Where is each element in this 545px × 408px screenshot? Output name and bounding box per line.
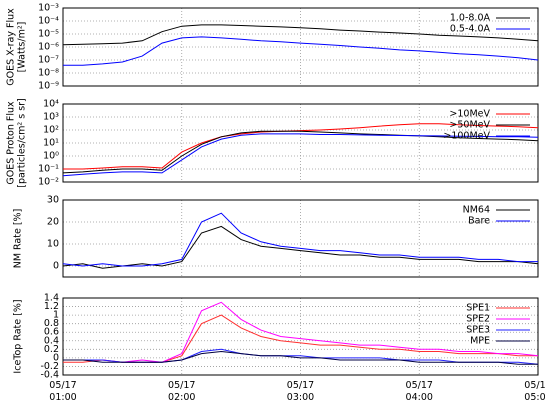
x-tick-label: 05/17 04:00: [406, 380, 433, 403]
legend-label: 1.0-8.0A: [450, 13, 491, 24]
y-tick-label: 0.6: [44, 327, 59, 338]
y-tick-label: 10⁻⁴: [38, 16, 59, 27]
legend-label: SPE1: [466, 303, 490, 314]
x-tick-label: 05/17 01:00: [49, 380, 76, 403]
series-line: [62, 24, 539, 46]
y-axis-label: [particles/cm² s sr]: [17, 98, 28, 188]
x-tick-label: 05/1705:00: [524, 380, 545, 403]
plot-frame: [62, 7, 539, 87]
y-tick-label: 10⁻⁹: [38, 81, 59, 92]
y-tick-label: 30: [47, 195, 59, 206]
plot-frame: [62, 297, 539, 376]
y-tick-label: 10⁰: [43, 151, 59, 162]
y-tick-label: 10⁴: [43, 99, 59, 110]
y-tick-label: 10⁻¹: [38, 164, 59, 175]
y-tick-label: 0.2: [44, 344, 59, 355]
series-line: [62, 225, 539, 269]
series-line: [62, 133, 539, 177]
y-tick-label: 0: [53, 352, 59, 363]
series-line: [63, 301, 539, 363]
y-tick-label: 10⁻⁶: [38, 42, 59, 53]
y-tick-label: -0.4: [40, 370, 59, 381]
x-tick-label: 05/17 03:00: [287, 380, 314, 403]
y-tick-label: 10⁻³: [38, 3, 59, 14]
y-tick-label: 20: [47, 217, 59, 228]
series-line: [62, 130, 539, 174]
series-line: [63, 36, 539, 66]
y-tick-label: 10: [47, 239, 59, 250]
y-tick-label: 0.4: [44, 335, 59, 346]
series-line: [63, 123, 539, 170]
legend-label: >50MeV: [449, 120, 490, 131]
legend-label: MPE: [470, 336, 490, 347]
y-tick-label: 10²: [43, 125, 59, 136]
y-tick-label: 10⁻²: [38, 177, 59, 188]
legend-label: SPE2: [466, 314, 490, 325]
y-tick-label: 1.4: [44, 293, 59, 304]
y-axis-label: [Watts/m²]: [17, 22, 28, 73]
y-axis-label: NM Rate [%]: [13, 209, 24, 269]
x-tick-label: 05/17 02:00: [168, 380, 195, 403]
y-axis-label: GOES Proton Flux: [6, 101, 17, 185]
y-axis-label: IceTop Rate [%]: [13, 299, 24, 373]
legend-label: SPE3: [466, 325, 490, 336]
plot-frame: [62, 199, 539, 278]
legend-label: >100MeV: [443, 131, 490, 142]
y-tick-label: 10⁻⁵: [38, 29, 59, 40]
y-tick-label: 0.8: [44, 318, 59, 329]
legend-label: Bare: [468, 216, 490, 227]
y-tick-label: 1.2: [44, 301, 59, 312]
y-tick-label: 10¹: [43, 138, 59, 149]
y-axis-label: GOES X-ray Flux: [6, 8, 17, 86]
y-tick-label: 10⁻⁷: [38, 55, 59, 66]
series-line: [62, 212, 538, 267]
y-tick-label: -0.2: [40, 361, 59, 372]
y-tick-label: 10⁻⁸: [38, 68, 59, 79]
legend-label: >10MeV: [449, 109, 490, 120]
series-line: [63, 350, 538, 365]
y-tick-label: 1: [53, 310, 59, 321]
plot-frame: [62, 103, 539, 183]
y-tick-label: 10³: [43, 112, 59, 123]
legend-label: NM64: [463, 205, 490, 216]
y-tick-label: 0: [53, 261, 59, 272]
legend-label: 0.5-4.0A: [450, 24, 491, 35]
